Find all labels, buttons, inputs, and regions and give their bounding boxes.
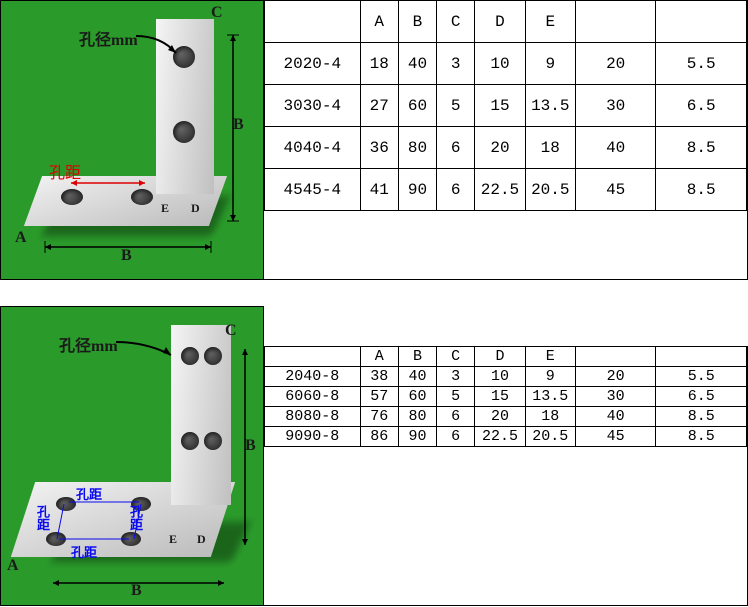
pitch-square xyxy=(49,494,149,554)
spec-table-2: A B C D E 2040-838403109205.5 6060-85760… xyxy=(264,346,747,447)
spec-table-2-wrap: A B C D E 2040-838403109205.5 6060-85760… xyxy=(264,346,748,606)
table-row: 9090-88690622.520.5458.5 xyxy=(265,427,747,447)
dim-arrow-Bh1 xyxy=(41,241,216,253)
t2-h3: C xyxy=(437,347,475,367)
t2-h1: A xyxy=(360,347,398,367)
dim-arrow-Bv1 xyxy=(227,31,239,226)
section-1: 孔径mm 孔距 C B A B E D A B C D E 2020-41840… xyxy=(0,0,748,280)
t1-h2: B xyxy=(398,1,436,43)
dim-A-1: A xyxy=(15,229,27,247)
t1-h3: C xyxy=(437,1,475,43)
dim-D-1: D xyxy=(191,201,200,216)
t1-h1: A xyxy=(360,1,398,43)
dim-E-1: E xyxy=(161,201,169,216)
dim-E-2: E xyxy=(169,532,177,547)
table2-header-row: A B C D E xyxy=(265,347,747,367)
table-row: 2020-418403109205.5 xyxy=(265,43,747,85)
aperture-arrow-1 xyxy=(131,31,186,61)
t1-h0 xyxy=(265,1,361,43)
t1-h6 xyxy=(575,1,656,43)
table-row: 4040-4368062018408.5 xyxy=(265,127,747,169)
table-row: 3030-4276051513.5306.5 xyxy=(265,85,747,127)
t2-h7 xyxy=(656,347,747,367)
table-row: 2040-838403109205.5 xyxy=(265,367,747,387)
t1-h4: D xyxy=(475,1,525,43)
t2-h6 xyxy=(575,347,656,367)
aperture-label-2: 孔径mm xyxy=(59,332,118,356)
dim-C-2: C xyxy=(225,322,237,340)
section-2: 孔径mm 孔距 孔距 孔距 孔距 C B A B E D A B C xyxy=(0,306,748,606)
t2-h0 xyxy=(265,347,361,367)
dim-arrow-Bv2 xyxy=(239,345,251,550)
table1-header-row: A B C D E xyxy=(265,1,747,43)
t2-h4: D xyxy=(475,347,525,367)
t2-h5: E xyxy=(525,347,575,367)
t1-h7 xyxy=(656,1,747,43)
spec-table-1-wrap: A B C D E 2020-418403109205.5 3030-42760… xyxy=(264,0,748,280)
spec-table-1: A B C D E 2020-418403109205.5 3030-42760… xyxy=(264,0,747,211)
bracket-photo-2: 孔径mm 孔距 孔距 孔距 孔距 C B A B E D xyxy=(0,306,264,606)
dim-arrow-Bh2 xyxy=(49,577,229,589)
t2-h2: B xyxy=(398,347,436,367)
dim-D-2: D xyxy=(197,532,206,547)
table-row: 6060-8576051513.5306.5 xyxy=(265,387,747,407)
aperture-label-1: 孔径mm xyxy=(79,26,138,50)
aperture-arrow-2 xyxy=(111,337,181,362)
dim-A-2: A xyxy=(7,557,19,575)
dim-C-1: C xyxy=(211,4,223,22)
t1-h5: E xyxy=(525,1,575,43)
table-row: 8080-8768062018408.5 xyxy=(265,407,747,427)
table-row: 4545-44190622.520.5458.5 xyxy=(265,169,747,211)
bracket-photo-1: 孔径mm 孔距 C B A B E D xyxy=(0,0,264,280)
pitch-arrow-1 xyxy=(63,177,153,189)
